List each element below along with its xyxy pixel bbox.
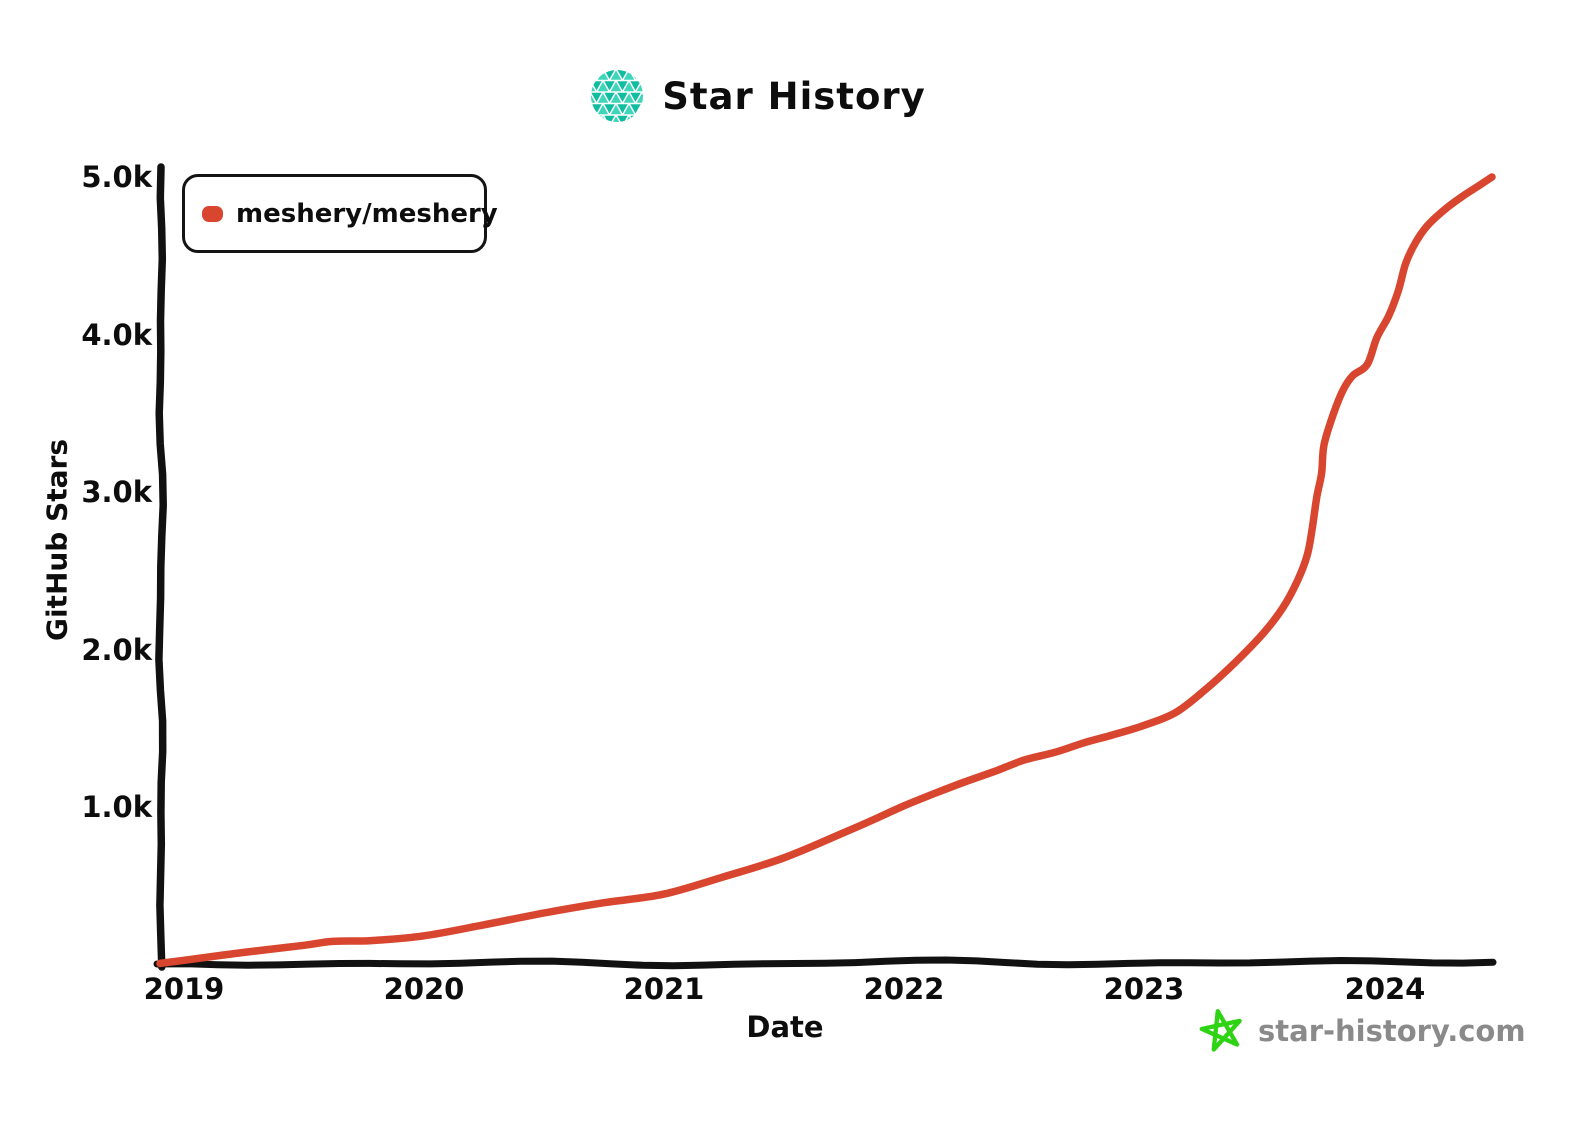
x-tick-2022: 2022	[863, 972, 945, 1006]
y-tick-2k: 2.0k	[81, 633, 152, 667]
x-tick-2019: 2019	[143, 972, 225, 1006]
star-history-logo-icon	[591, 70, 644, 122]
y-axis-line	[155, 163, 167, 971]
legend-label-meshery: meshery/meshery	[236, 198, 498, 229]
x-axis-line	[153, 956, 1497, 970]
x-tick-2023: 2023	[1103, 972, 1185, 1006]
y-tick-1k: 1.0k	[81, 790, 152, 824]
y-tick-4k: 4.0k	[81, 318, 152, 352]
series-line-meshery[interactable]	[156, 173, 1496, 968]
x-axis-label: Date	[746, 1010, 824, 1044]
legend[interactable]: meshery/meshery	[182, 174, 498, 253]
green-star-icon	[1199, 1008, 1242, 1052]
watermark[interactable]: star-history.com	[1198, 1008, 1526, 1054]
legend-marker-meshery	[202, 205, 223, 222]
y-tick-3k: 3.0k	[81, 475, 152, 509]
x-tick-2021: 2021	[623, 972, 705, 1006]
watermark-link-text[interactable]: star-history.com	[1258, 1014, 1526, 1048]
x-tick-2020: 2020	[383, 972, 465, 1006]
x-tick-2024: 2024	[1344, 972, 1426, 1006]
y-axis-label: GitHub Stars	[40, 438, 74, 642]
y-tick-5k: 5.0k	[81, 160, 152, 194]
chart-title-block: Star History	[0, 66, 1546, 126]
chart-title: Star History	[662, 74, 926, 118]
